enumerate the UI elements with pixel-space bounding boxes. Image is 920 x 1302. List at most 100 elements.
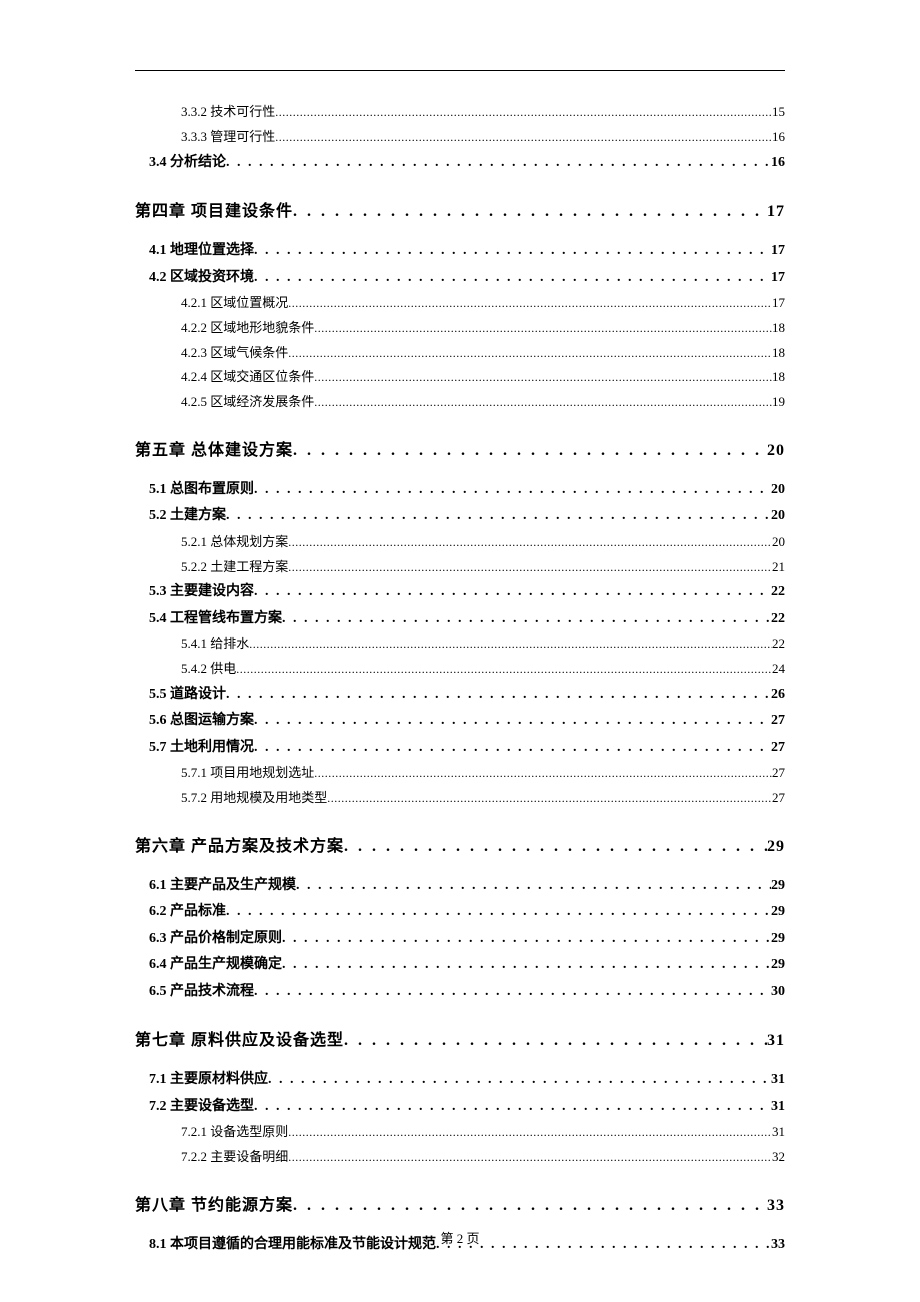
toc-entry: 4.2.5 区域经济发展条件..........................… <box>135 391 785 414</box>
toc-entry: 7.1 主要原材料供应. . . . . . . . . . . . . . .… <box>135 1068 785 1093</box>
toc-entry: 5.2 土建方案. . . . . . . . . . . . . . . . … <box>135 504 785 529</box>
toc-entry-title: 7.2.1 设备选型原则 <box>181 1121 288 1144</box>
toc-entry-page: 21 <box>772 556 785 579</box>
toc-leader-dots: ........................................… <box>275 101 772 124</box>
toc-entry-title: 6.1 主要产品及生产规模 <box>149 874 296 899</box>
toc-entry-title: 5.2.2 土建工程方案 <box>181 556 288 579</box>
toc-entry-page: 31 <box>767 1032 785 1050</box>
page-footer: 第 2 页 <box>0 1228 920 1247</box>
toc-entry-title: 4.1 地理位置选择 <box>149 239 254 264</box>
toc-leader-dots: ........................................… <box>275 126 772 149</box>
toc-entry: 3.3.2 技术可行性.............................… <box>135 101 785 124</box>
toc-entry: 5.2.2 土建工程方案............................… <box>135 556 785 579</box>
toc-entry-title: 3.4 分析结论 <box>149 151 226 176</box>
toc-leader-dots: . . . . . . . . . . . . . . . . . . . . … <box>268 1068 771 1093</box>
toc-entry: 第八章 节约能源方案. . . . . . . . . . . . . . . … <box>135 1191 785 1215</box>
toc-entry: 5.7.1 项目用地规划选址..........................… <box>135 762 785 785</box>
toc-entry: 3.3.3 管理可行性.............................… <box>135 126 785 149</box>
toc-entry-page: 16 <box>772 126 785 149</box>
toc-entry-page: 29 <box>771 900 785 925</box>
toc-entry: 7.2 主要设备选型. . . . . . . . . . . . . . . … <box>135 1095 785 1120</box>
toc-leader-dots: ........................................… <box>236 658 772 681</box>
table-of-contents: 3.3.2 技术可行性.............................… <box>135 101 785 1257</box>
toc-entry-page: 31 <box>771 1068 785 1093</box>
toc-leader-dots: . . . . . . . . . . . . . . . . . . . . … <box>254 580 771 605</box>
toc-entry: 6.4 产品生产规模确定. . . . . . . . . . . . . . … <box>135 953 785 978</box>
toc-entry-title: 6.3 产品价格制定原则 <box>149 927 282 952</box>
toc-entry-page: 18 <box>772 342 785 365</box>
toc-entry-title: 5.7 土地利用情况 <box>149 736 254 761</box>
toc-leader-dots: . . . . . . . . . . . . . . . . . . . . … <box>254 1095 771 1120</box>
toc-entry-page: 26 <box>771 683 785 708</box>
toc-leader-dots: . . . . . . . . . . . . . . . . . . . . … <box>254 980 771 1005</box>
toc-entry-page: 20 <box>772 531 785 554</box>
toc-entry: 第七章 原料供应及设备选型. . . . . . . . . . . . . .… <box>135 1026 785 1050</box>
toc-entry-title: 5.2.1 总体规划方案 <box>181 531 288 554</box>
toc-entry-title: 第四章 项目建设条件 <box>135 197 293 221</box>
toc-entry: 4.2.4 区域交通区位条件..........................… <box>135 366 785 389</box>
toc-leader-dots: . . . . . . . . . . . . . . . . . . . . … <box>344 1032 767 1050</box>
toc-leader-dots: . . . . . . . . . . . . . . . . . . . . … <box>226 683 771 708</box>
toc-entry-page: 22 <box>771 580 785 605</box>
toc-entry-page: 18 <box>772 366 785 389</box>
toc-entry-page: 17 <box>771 239 785 264</box>
page-number: 第 2 页 <box>440 1231 479 1246</box>
toc-leader-dots: . . . . . . . . . . . . . . . . . . . . … <box>226 151 771 176</box>
toc-entry: 6.5 产品技术流程. . . . . . . . . . . . . . . … <box>135 980 785 1005</box>
toc-entry-title: 5.4.2 供电 <box>181 658 236 681</box>
toc-entry: 5.7 土地利用情况. . . . . . . . . . . . . . . … <box>135 736 785 761</box>
toc-entry-title: 6.2 产品标准 <box>149 900 226 925</box>
toc-entry-page: 16 <box>771 151 785 176</box>
toc-entry-page: 22 <box>772 633 785 656</box>
toc-leader-dots: ........................................… <box>288 342 772 365</box>
toc-entry: 7.2.2 主要设备明细............................… <box>135 1146 785 1169</box>
toc-entry-title: 4.2.1 区域位置概况 <box>181 292 288 315</box>
toc-entry-title: 5.3 主要建设内容 <box>149 580 254 605</box>
toc-entry-page: 18 <box>772 317 785 340</box>
toc-entry-title: 6.4 产品生产规模确定 <box>149 953 282 978</box>
toc-leader-dots: . . . . . . . . . . . . . . . . . . . . … <box>344 838 767 856</box>
toc-entry: 5.4 工程管线布置方案. . . . . . . . . . . . . . … <box>135 607 785 632</box>
toc-entry: 4.2.1 区域位置概况............................… <box>135 292 785 315</box>
toc-entry-title: 5.2 土建方案 <box>149 504 226 529</box>
toc-leader-dots: . . . . . . . . . . . . . . . . . . . . … <box>254 266 771 291</box>
toc-entry-page: 17 <box>772 292 785 315</box>
toc-entry: 第四章 项目建设条件. . . . . . . . . . . . . . . … <box>135 197 785 221</box>
toc-leader-dots: . . . . . . . . . . . . . . . . . . . . … <box>226 900 771 925</box>
toc-leader-dots: ........................................… <box>288 556 772 579</box>
toc-entry-title: 7.2 主要设备选型 <box>149 1095 254 1120</box>
toc-entry-page: 29 <box>767 838 785 856</box>
toc-entry: 5.5 道路设计. . . . . . . . . . . . . . . . … <box>135 683 785 708</box>
toc-leader-dots: . . . . . . . . . . . . . . . . . . . . … <box>282 953 771 978</box>
toc-leader-dots: . . . . . . . . . . . . . . . . . . . . … <box>254 478 771 503</box>
toc-entry: 5.3 主要建设内容. . . . . . . . . . . . . . . … <box>135 580 785 605</box>
toc-entry-title: 4.2.3 区域气候条件 <box>181 342 288 365</box>
toc-entry: 4.2 区域投资环境. . . . . . . . . . . . . . . … <box>135 266 785 291</box>
toc-entry-page: 33 <box>767 1197 785 1215</box>
toc-entry-title: 4.2.5 区域经济发展条件 <box>181 391 314 414</box>
toc-leader-dots: . . . . . . . . . . . . . . . . . . . . … <box>254 736 771 761</box>
toc-entry-title: 4.2 区域投资环境 <box>149 266 254 291</box>
toc-entry-page: 27 <box>771 736 785 761</box>
toc-entry-title: 第八章 节约能源方案 <box>135 1191 293 1215</box>
toc-leader-dots: . . . . . . . . . . . . . . . . . . . . … <box>296 874 771 899</box>
toc-entry: 6.2 产品标准. . . . . . . . . . . . . . . . … <box>135 900 785 925</box>
toc-leader-dots: ........................................… <box>314 317 772 340</box>
toc-entry: 5.1 总图布置原则. . . . . . . . . . . . . . . … <box>135 478 785 503</box>
toc-leader-dots: . . . . . . . . . . . . . . . . . . . . … <box>293 442 767 460</box>
toc-entry: 4.1 地理位置选择. . . . . . . . . . . . . . . … <box>135 239 785 264</box>
toc-entry-page: 20 <box>771 478 785 503</box>
toc-entry-page: 31 <box>772 1121 785 1144</box>
toc-entry-page: 20 <box>771 504 785 529</box>
toc-leader-dots: ........................................… <box>288 1121 772 1144</box>
toc-entry-title: 7.1 主要原材料供应 <box>149 1068 268 1093</box>
toc-entry: 7.2.1 设备选型原则............................… <box>135 1121 785 1144</box>
toc-entry-title: 3.3.3 管理可行性 <box>181 126 275 149</box>
toc-entry-title: 第七章 原料供应及设备选型 <box>135 1026 344 1050</box>
toc-leader-dots: . . . . . . . . . . . . . . . . . . . . … <box>254 239 771 264</box>
toc-entry: 5.4.2 供电................................… <box>135 658 785 681</box>
toc-leader-dots: ........................................… <box>288 531 772 554</box>
toc-entry-page: 27 <box>772 787 785 810</box>
toc-leader-dots: . . . . . . . . . . . . . . . . . . . . … <box>254 709 771 734</box>
toc-leader-dots: ........................................… <box>314 366 772 389</box>
